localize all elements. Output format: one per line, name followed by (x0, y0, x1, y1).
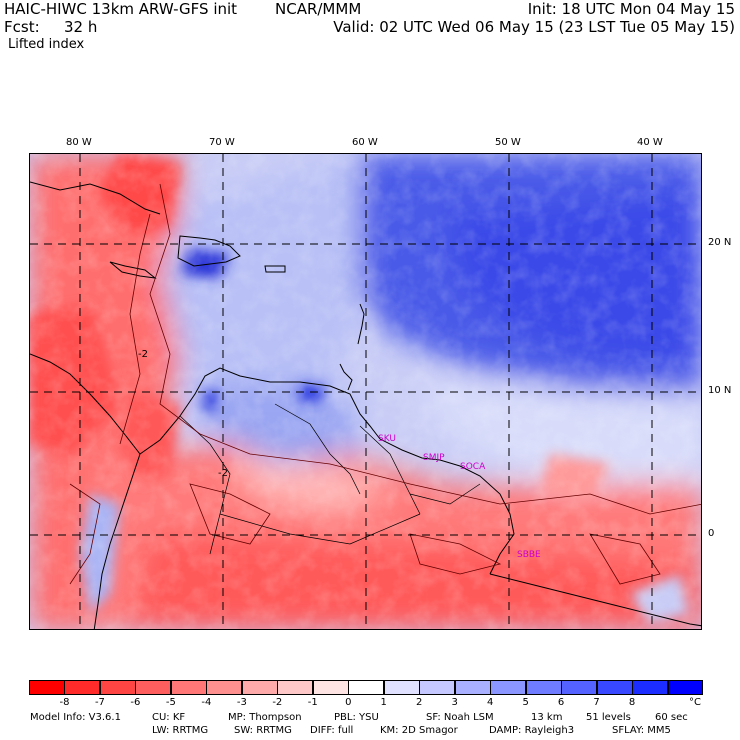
lon-label-70w: 70 W (209, 137, 235, 148)
model-info-version: Model Info: V3.6.1 (30, 712, 121, 723)
colorbar-tick-label: 2 (416, 697, 423, 708)
valid-time: Valid: 02 UTC Wed 06 May 15 (23 LST Tue … (333, 18, 735, 36)
colorbar-unit: °C (689, 697, 701, 708)
lat-label-20n: 20 N (708, 237, 732, 248)
colorbar-swatch (170, 680, 207, 695)
colorbar-swatch (667, 680, 704, 695)
field-name: Lifted index (8, 37, 85, 52)
lifted-index-map: -2 -2 SKU SMJP SOCA SBBE (29, 153, 702, 630)
colorbar-tick-label: -1 (307, 697, 318, 708)
colorbar-tick-label: -4 (201, 697, 212, 708)
colorbar-swatch (632, 680, 669, 695)
colorbar-swatch (383, 680, 420, 695)
colorbar-swatch (454, 680, 491, 695)
colorbar-tick-label: 4 (486, 697, 494, 708)
colorbar-tick-label: 0 (345, 697, 352, 708)
colorbar-tick-label: 6 (557, 697, 565, 708)
model-info-lw: LW: RRTMG (152, 725, 209, 736)
colorbar-tick-label: 5 (522, 697, 529, 708)
org-label: NCAR/MMM (275, 0, 362, 18)
station-label-soca: SOCA (460, 462, 486, 472)
colorbar-swatch (277, 680, 314, 695)
colorbar-tick-label: -6 (130, 697, 141, 708)
lon-label-60w: 60 W (352, 137, 378, 148)
station-label-sbbe: SBBE (517, 550, 541, 560)
lat-label-0: 0 (708, 528, 715, 539)
coastlines (30, 181, 701, 629)
contour-label: -2 (138, 349, 148, 360)
lat-lon-grid (30, 154, 701, 629)
model-info-km: KM: 2D Smagor (380, 725, 458, 736)
colorbar-tick-label: 1 (380, 697, 387, 708)
model-info-cu: CU: KF (152, 712, 186, 723)
colorbar-tick-label: -5 (165, 697, 176, 708)
colorbar-swatch (348, 680, 385, 695)
colorbar-swatch (561, 680, 598, 695)
map-canvas: -2 -2 SKU SMJP SOCA SBBE (30, 154, 701, 629)
model-info-timestep: 60 sec (655, 712, 688, 723)
station-label-smjp: SMJP (423, 453, 445, 463)
model-info-sw: SW: RRTMG (234, 725, 292, 736)
model-info-res: 13 km (531, 712, 563, 723)
colorbar-swatch (206, 680, 243, 695)
lon-label-40w: 40 W (637, 137, 663, 148)
country-borders (179, 403, 481, 555)
model-info-diff: DIFF: full (310, 725, 354, 736)
colorbar-tick-label: -8 (59, 697, 70, 708)
colorbar-tick-label: -3 (236, 697, 247, 708)
init-time: Init: 18 UTC Mon 04 May 15 (527, 0, 735, 18)
colorbar-swatch (596, 680, 633, 695)
forecast-hour: 32 h (64, 18, 98, 36)
colorbar-swatch (241, 680, 278, 695)
lon-label-50w: 50 W (495, 137, 521, 148)
station-label-sku: SKU (378, 434, 396, 444)
colorbar-tick-label: 8 (628, 697, 636, 708)
model-info-damp: DAMP: Rayleigh3 (489, 725, 575, 736)
model-info-sf: SF: Noah LSM (426, 712, 494, 723)
forecast-label: Fcst: (4, 18, 40, 36)
model-info-levels: 51 levels (586, 712, 631, 723)
contour-label: -2 (218, 468, 228, 479)
model-info-sflay: SFLAY: MM5 (612, 725, 671, 736)
colorbar-swatch (135, 680, 172, 695)
colorbar-tick-label: -2 (272, 697, 283, 708)
colorbar-swatch (490, 680, 527, 695)
model-info-mp: MP: Thompson (228, 712, 302, 723)
colorbar-swatch (99, 680, 136, 695)
colorbar-swatch (525, 680, 562, 695)
colorbar-tick-label: -7 (94, 697, 105, 708)
colorbar-tick-label: 3 (451, 697, 458, 708)
lat-label-10n: 10 N (708, 385, 732, 396)
colorbar-tick-label: 7 (593, 697, 600, 708)
model-info-pbl: PBL: YSU (334, 712, 379, 723)
model-title: HAIC-HIWC 13km ARW-GFS init (4, 0, 238, 18)
colorbar-swatch (29, 680, 65, 695)
lon-label-80w: 80 W (66, 137, 92, 148)
colorbar-swatch (312, 680, 349, 695)
colorbar-swatch (419, 680, 456, 695)
colorbar-swatch (64, 680, 101, 695)
